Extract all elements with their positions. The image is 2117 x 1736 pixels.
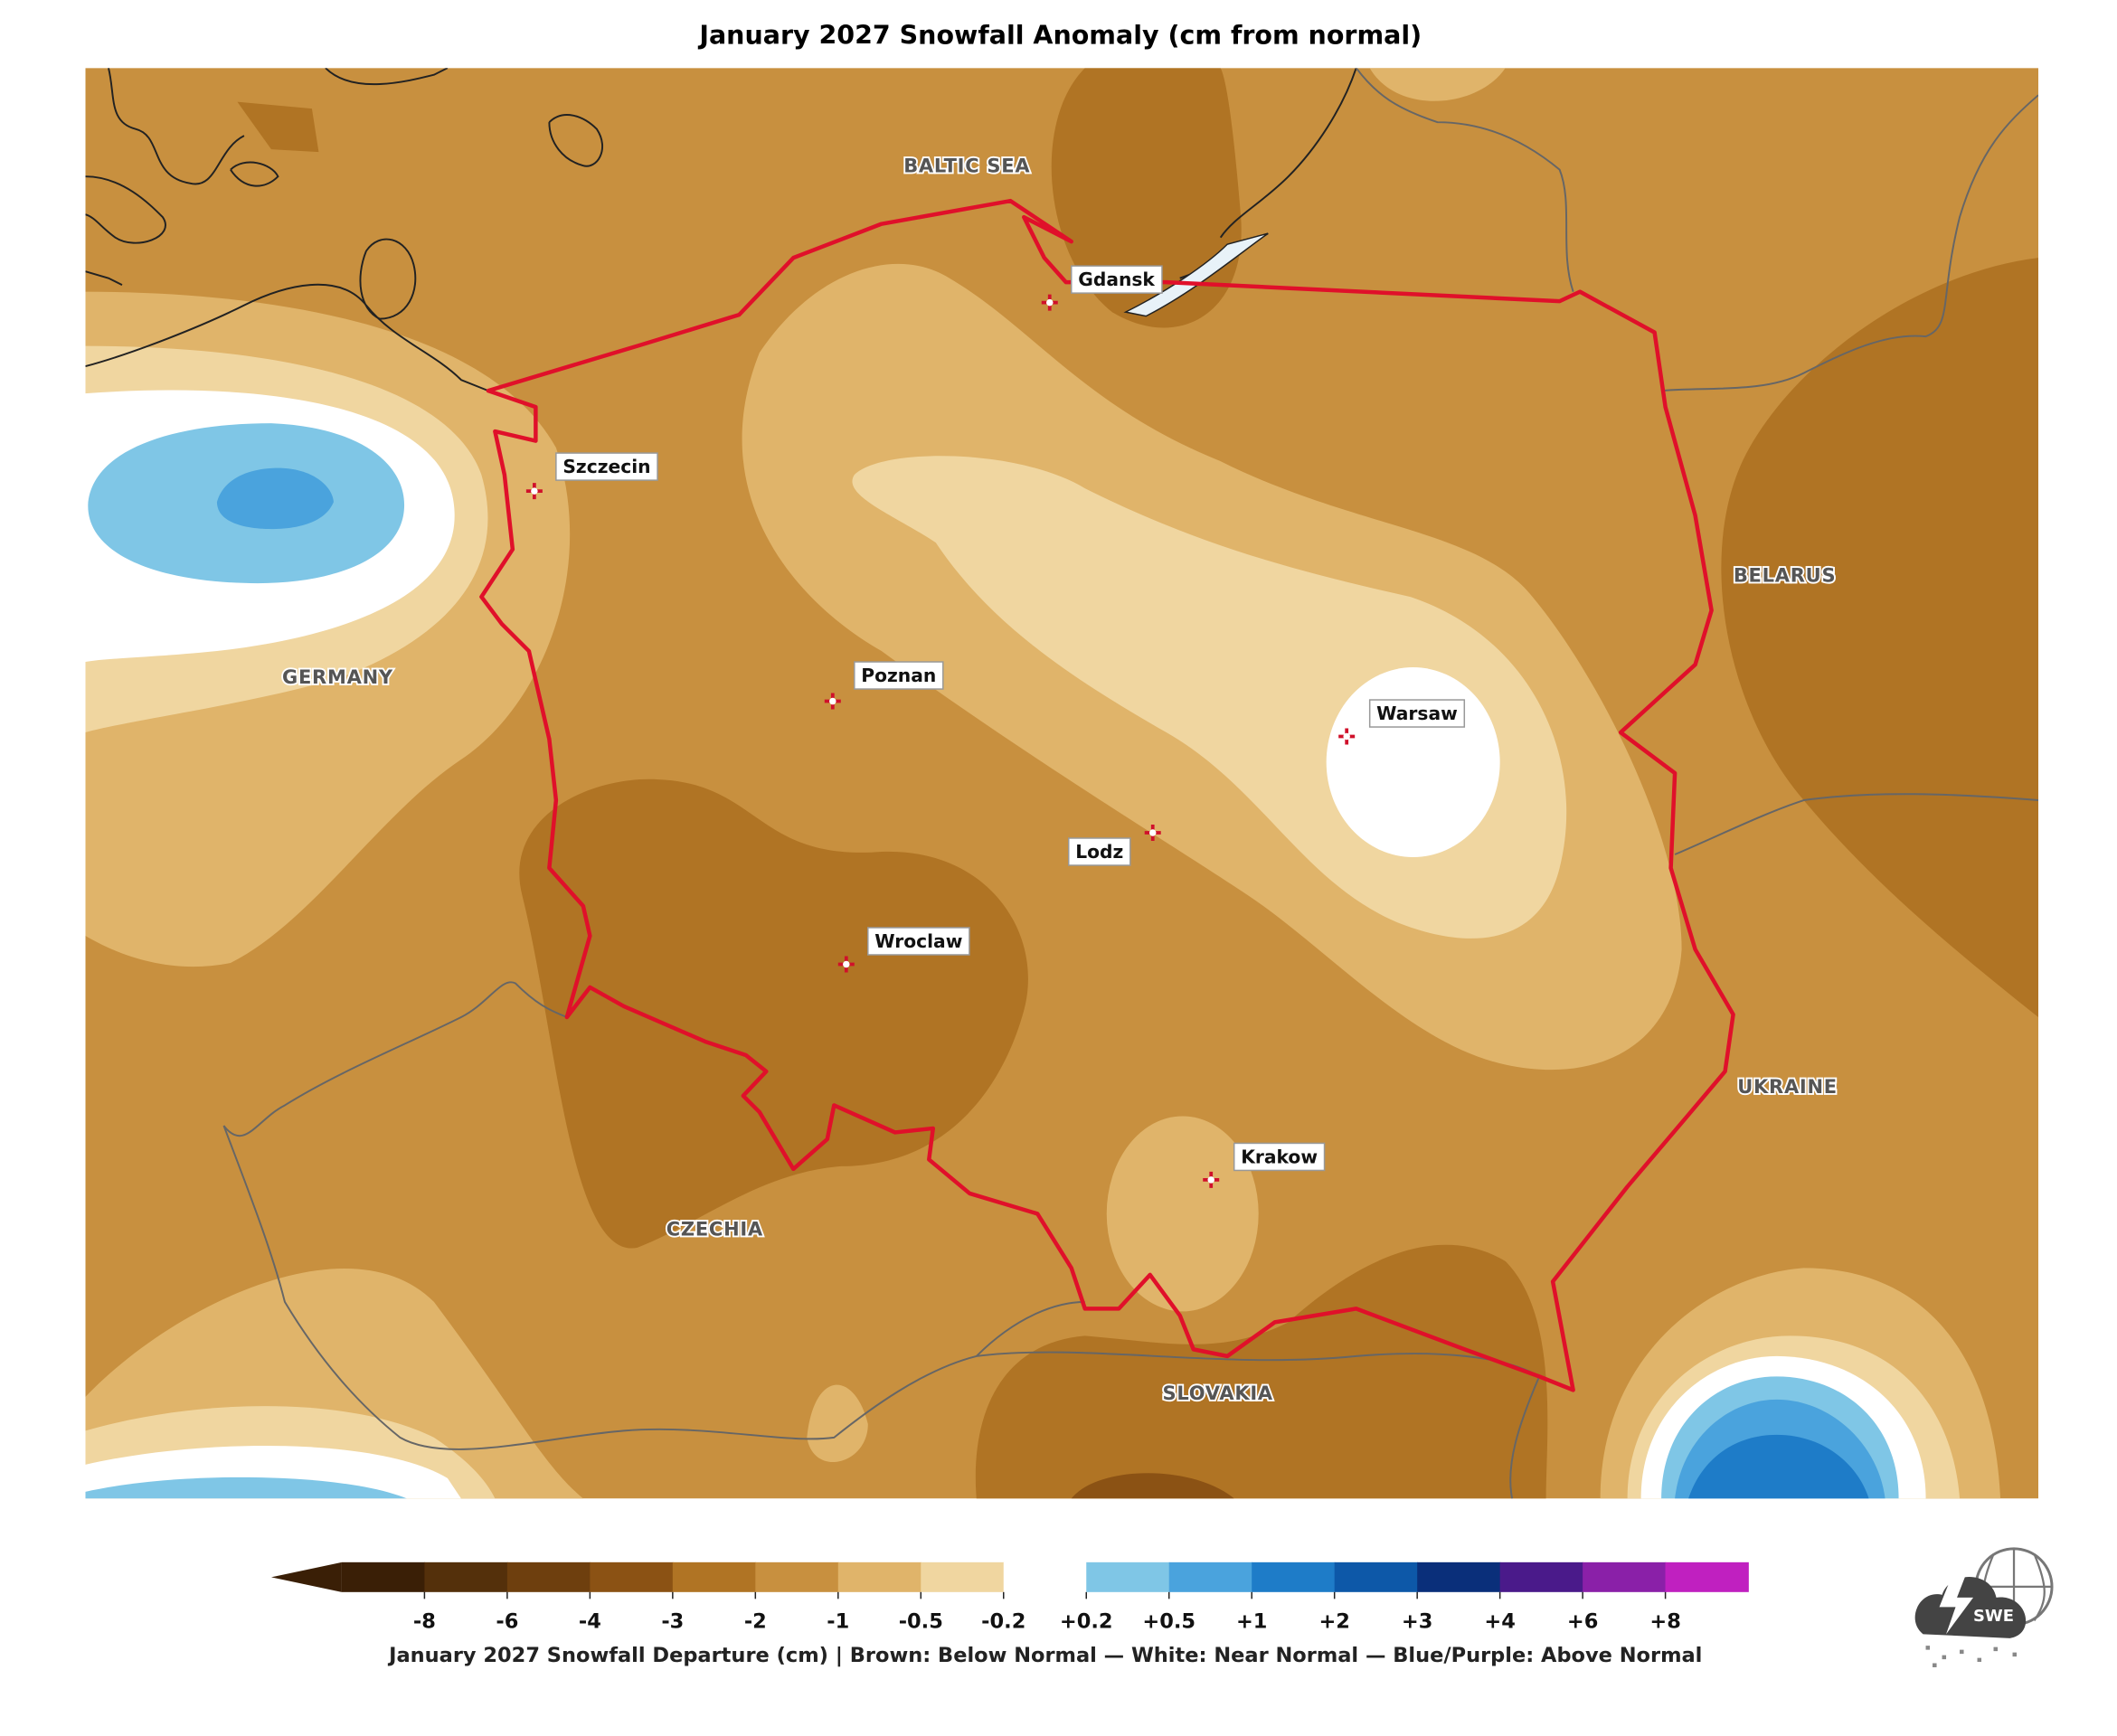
map-area	[85, 68, 2039, 1499]
country-border	[222, 68, 2039, 1499]
contour	[1721, 258, 2039, 1017]
city-dot	[1148, 829, 1157, 836]
colorbar-tick-label: -1	[827, 1609, 849, 1633]
labels: Gdansk Szczecin Poznan Warsaw Lodz Wroclaw Kra…	[280, 154, 1838, 1406]
region-label: CZECHIA	[666, 1218, 763, 1240]
colorbar-tick-label: -8	[413, 1609, 436, 1633]
city-dot	[1207, 1176, 1214, 1184]
colorbar-tick-label: +6	[1567, 1609, 1598, 1633]
contour	[85, 1477, 407, 1499]
colorbar-tick-label: +4	[1484, 1609, 1515, 1633]
city-label-box	[1368, 699, 1466, 728]
city-label-box	[1070, 265, 1163, 294]
colorbar-segment	[1417, 1561, 1501, 1592]
title: January 2027 Snowfall Anomaly (cm from n…	[697, 21, 1422, 51]
city-label-box	[867, 927, 970, 956]
contour	[1326, 667, 1500, 858]
colorbar-label: January 2027 Snowfall Departure (cm) | B…	[387, 1644, 1702, 1667]
colorbar-tick-label: -3	[661, 1609, 684, 1633]
colorbar-segment	[590, 1561, 674, 1592]
colorbar-segment	[1334, 1561, 1418, 1592]
colorbar-tick-label: +3	[1402, 1609, 1432, 1633]
colorbar-tick-label: -0.2	[981, 1609, 1025, 1633]
colorbar-segment	[1252, 1561, 1336, 1592]
colorbar-tick-label: +8	[1649, 1609, 1680, 1633]
poland-border	[479, 198, 1735, 1392]
colorbar-tick-label: +0.5	[1142, 1609, 1196, 1633]
contour	[216, 467, 334, 530]
city-dot	[1343, 732, 1350, 741]
colorbar-segment	[506, 1561, 591, 1592]
city-label: Krakow	[1241, 1146, 1318, 1167]
city-label: Gdansk	[1078, 269, 1155, 290]
colorbar-segment	[672, 1561, 757, 1592]
region-label: SLOVAKIA	[1163, 1382, 1273, 1404]
colorbar-extend-low	[270, 1561, 342, 1592]
city-label-box	[1233, 1142, 1326, 1172]
city-label-box	[555, 452, 658, 481]
colorbar: -8 -6 -4 -3 -2 -1 -0.5 -0.2 +0.2 +0.5 +1 +2 +3 +4 +6 +8	[270, 1561, 1749, 1633]
colorbar-tick-label: -4	[579, 1609, 601, 1633]
colorbar-segment	[1583, 1561, 1667, 1592]
colorbar-tick-label: -0.5	[899, 1609, 943, 1633]
contour	[1071, 1473, 1234, 1499]
colorbar-segment	[1003, 1561, 1087, 1592]
city-label: Szczecin	[562, 456, 650, 477]
contour	[975, 1244, 1548, 1499]
contour	[237, 101, 319, 153]
city-dot	[1046, 298, 1054, 307]
colorbar-tick-label: +2	[1318, 1609, 1349, 1633]
colorbar-segment	[1086, 1561, 1170, 1592]
contour	[1051, 68, 1242, 328]
colorbar-segment	[424, 1561, 508, 1592]
region-label: UKRAINE	[1737, 1076, 1838, 1098]
colorbar-segment	[921, 1561, 1005, 1592]
city-label: Wroclaw	[874, 930, 962, 952]
colorbar-segment	[1499, 1561, 1583, 1592]
colorbar-segment	[1168, 1561, 1252, 1592]
colorbar-tick-label: +0.2	[1060, 1609, 1113, 1633]
region-label: GERMANY	[282, 666, 393, 688]
city-label: Warsaw	[1376, 703, 1458, 724]
city-label: Lodz	[1075, 841, 1123, 863]
logo: SWE	[1914, 1547, 2054, 1668]
city-dot	[829, 697, 836, 705]
colorbar-tick-label: -2	[744, 1609, 767, 1633]
colorbar-tick-label: -6	[496, 1609, 518, 1633]
region-label: BALTIC SEA	[903, 156, 1030, 177]
city-dot	[843, 960, 850, 968]
city-label-box	[1067, 837, 1131, 866]
lagoon	[1123, 232, 1269, 317]
city-dot	[531, 487, 538, 495]
colorbar-segment	[837, 1561, 922, 1592]
cloud	[1914, 1576, 2027, 1638]
snow-dots	[1925, 1646, 2018, 1668]
colorbar-tick-label: +1	[1236, 1609, 1267, 1633]
colorbar-segment	[341, 1561, 426, 1592]
contour	[1369, 68, 1506, 101]
contour	[1106, 1116, 1259, 1312]
bolt	[1939, 1572, 1974, 1635]
city-label: Poznan	[861, 665, 936, 686]
colorbar-extend-high	[1665, 1561, 1736, 1592]
globe-grid	[1976, 1548, 2053, 1625]
colorbar-segment	[755, 1561, 839, 1592]
region-label: BELARUS	[1734, 565, 1837, 587]
contour	[1688, 1434, 1869, 1499]
city-label-box	[854, 661, 944, 690]
contour	[807, 1384, 868, 1463]
logo-text: SWE	[1973, 1607, 2014, 1626]
